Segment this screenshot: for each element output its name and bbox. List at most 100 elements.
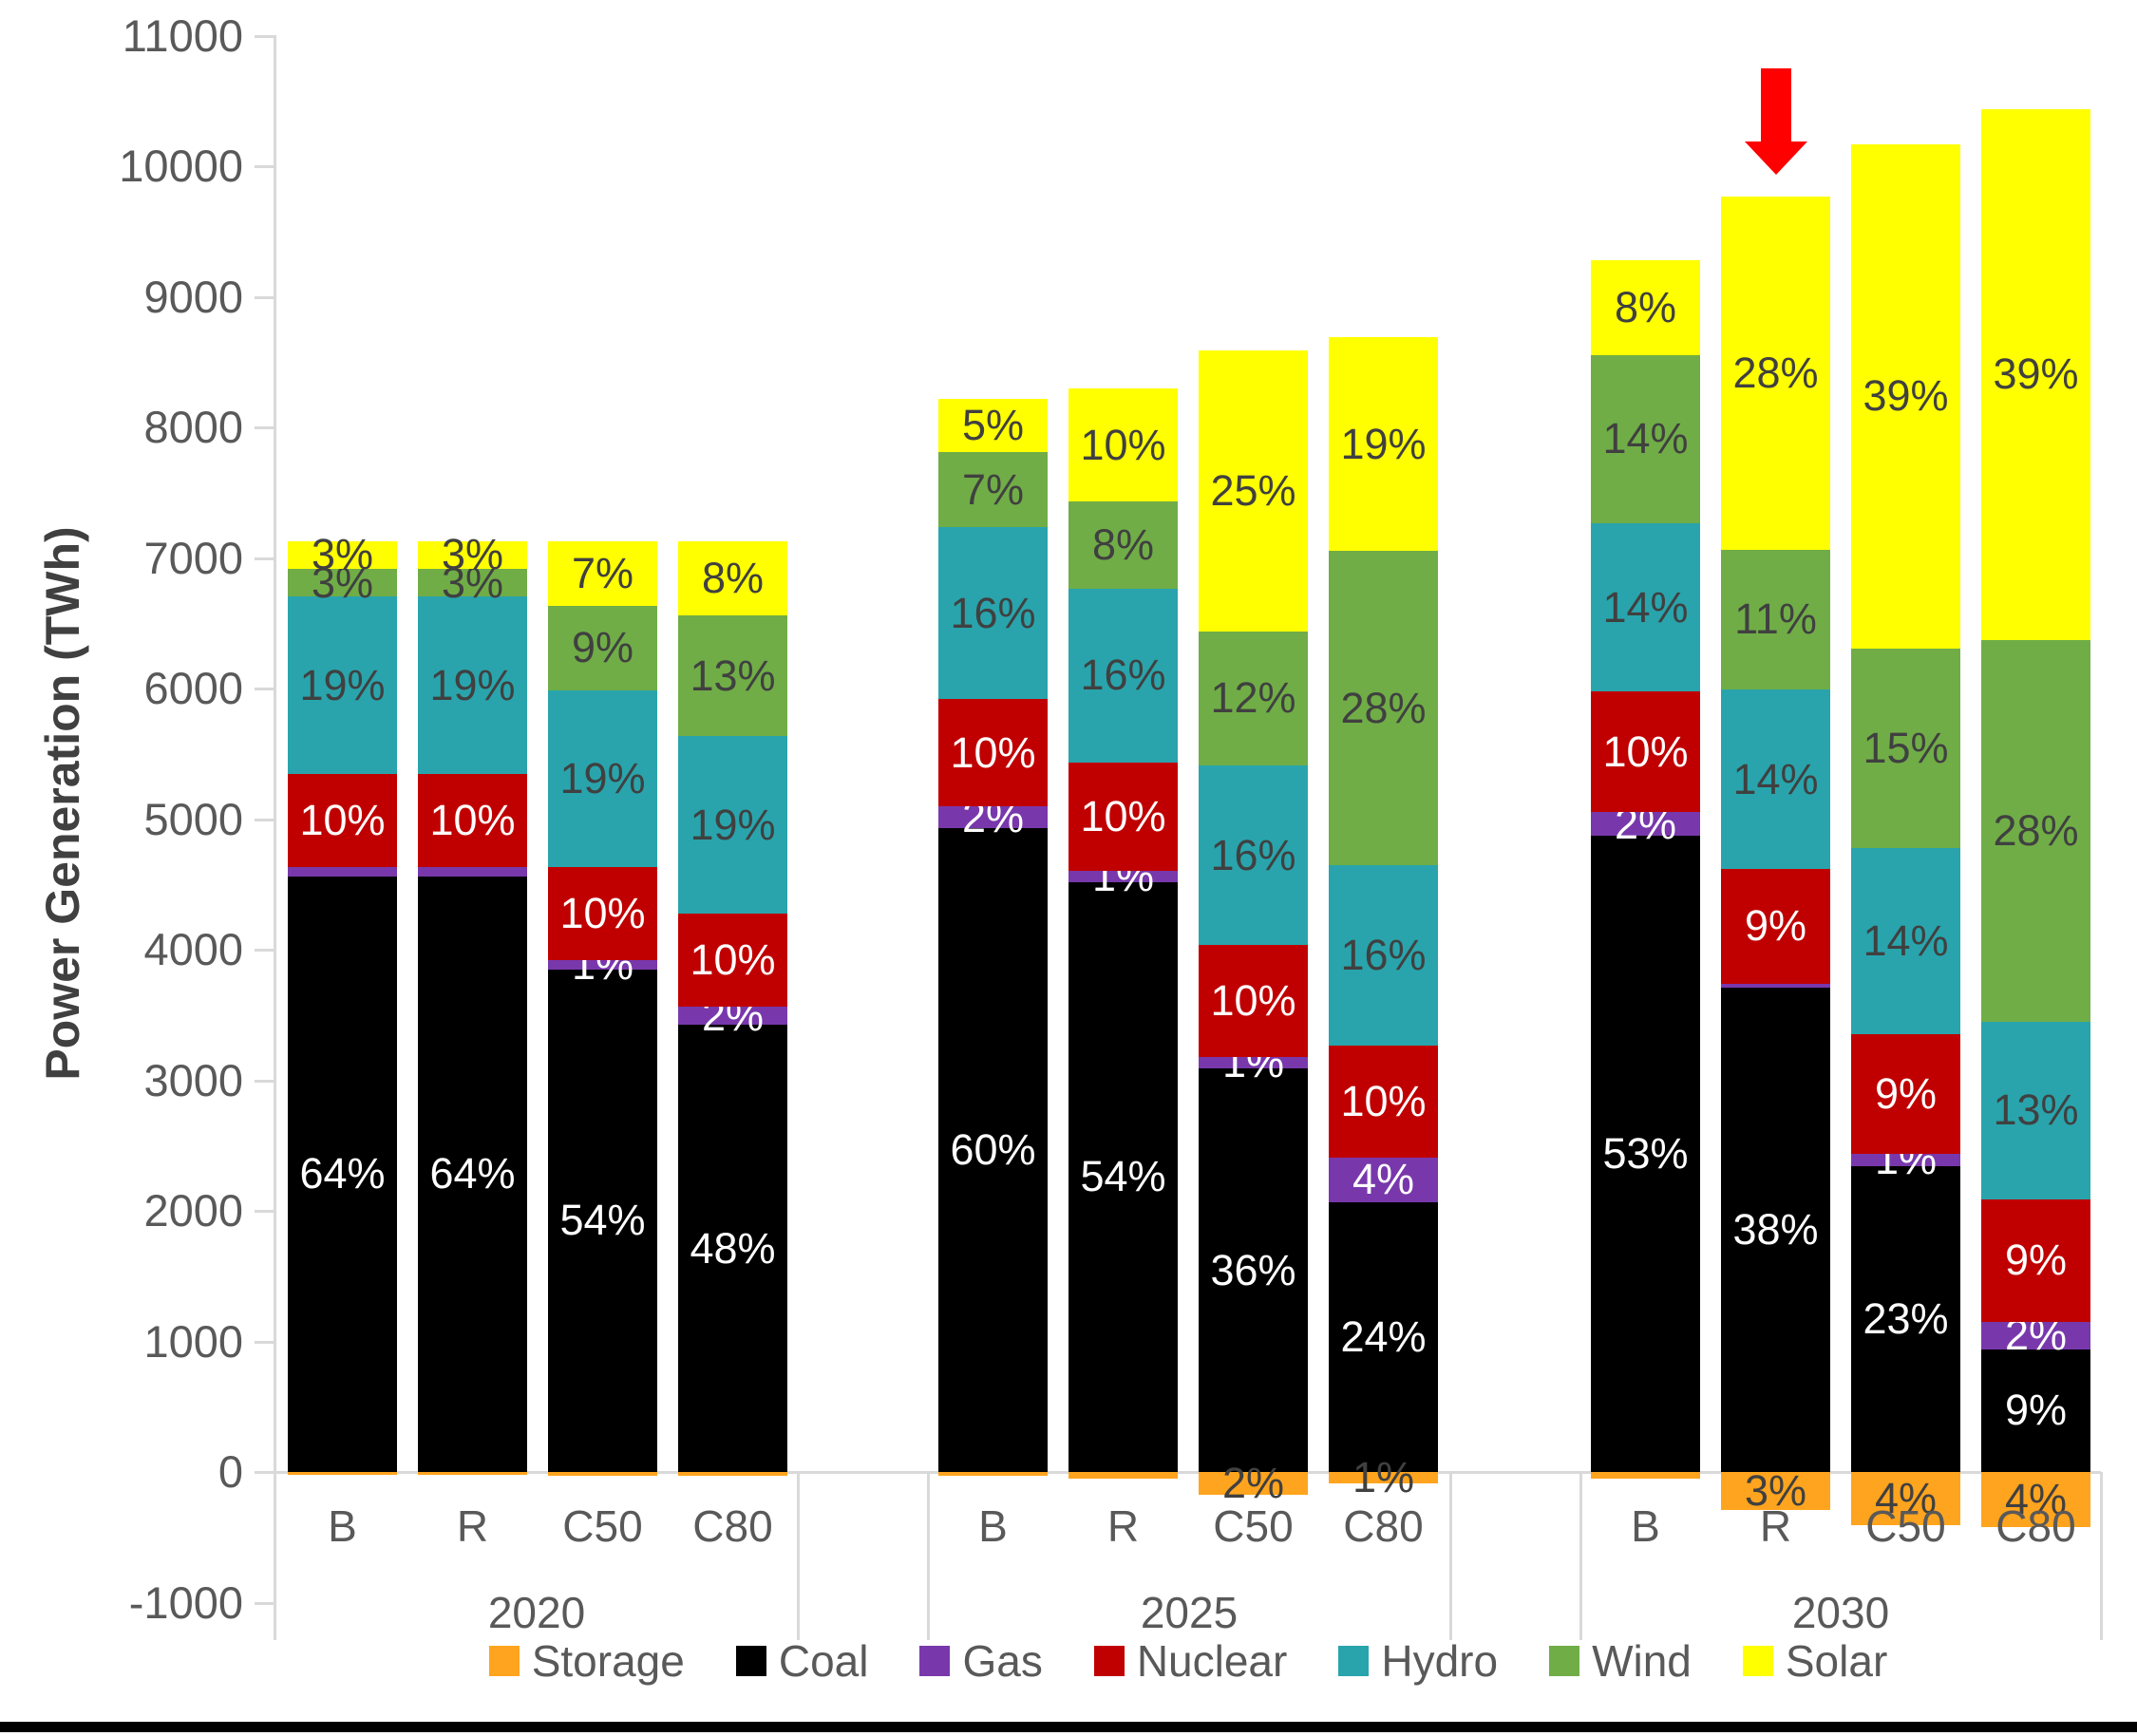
bar-segment-solar [1199, 349, 1308, 632]
bar-segment-hydro [548, 689, 657, 867]
bar-segment-gas [1068, 870, 1178, 882]
y-tick-label: 0 [217, 1446, 243, 1497]
category-label-c50: C50 [1865, 1501, 1946, 1551]
segment-label: 14% [1602, 414, 1689, 463]
bar-segment-storage [418, 1472, 527, 1476]
bar-segment-storage [1199, 1472, 1308, 1495]
bar-segment-solar [548, 540, 657, 607]
bottom-border-rule [0, 1722, 2137, 1732]
bar-segment-hydro [418, 596, 527, 774]
legend-label: Wind [1592, 1636, 1692, 1686]
segment-label: 10% [559, 888, 646, 937]
segment-label: 9% [1874, 1068, 1938, 1118]
legend-swatch-storage [488, 1646, 520, 1676]
bar-segment-coal [1329, 1202, 1438, 1472]
segment-label: 14% [1602, 582, 1689, 632]
y-tick-mark [255, 1079, 275, 1083]
segment-label: 48% [690, 1223, 776, 1273]
segment-label: 16% [1210, 830, 1296, 879]
segment-label: 10% [1080, 791, 1166, 840]
year-label-2020: 2020 [487, 1588, 586, 1637]
bar-segment-coal [1068, 881, 1178, 1472]
segment-label: 19% [690, 800, 776, 849]
segment-label: 38% [1732, 1204, 1819, 1254]
bar-segment-storage [1721, 1472, 1830, 1510]
bar-segment-gas [548, 959, 657, 970]
segment-label: 60% [950, 1124, 1036, 1174]
legend-item-storage: Storage [488, 1636, 685, 1686]
legend-item-wind: Wind [1549, 1639, 1692, 1683]
segment-label: 14% [1732, 754, 1819, 803]
y-tick-label: 7000 [143, 532, 243, 583]
bar-segment-wind [1068, 501, 1178, 589]
segment-label: 8% [1614, 282, 1677, 331]
segment-label: 28% [1993, 806, 2079, 856]
group-divider-line [1449, 1472, 1452, 1640]
segment-label: 1% [1352, 1452, 1415, 1501]
group-divider-line [797, 1472, 800, 1640]
bar-segment-gas [1199, 1057, 1308, 1069]
bar-segment-hydro [288, 596, 397, 774]
bar-segment-nuclear [418, 773, 527, 867]
y-tick-mark [255, 165, 275, 168]
y-tick-mark [255, 295, 275, 299]
bar-segment-storage [1981, 1472, 2090, 1527]
segment-label: 2% [1221, 1458, 1285, 1507]
segment-label: 5% [961, 401, 1025, 450]
bar-segment-solar [938, 398, 1048, 453]
bar-segment-coal [678, 1025, 787, 1472]
segment-label: 3% [441, 530, 504, 579]
bar-segment-nuclear [1981, 1198, 2090, 1322]
segment-label: 28% [1340, 683, 1427, 732]
category-label-c80: C80 [692, 1501, 773, 1551]
legend-label: Coal [778, 1636, 869, 1686]
bar-segment-nuclear [288, 773, 397, 867]
legend-swatch-gas [919, 1646, 951, 1676]
segment-label: 10% [1080, 420, 1166, 469]
bar-segment-coal [938, 827, 1048, 1472]
bar-segment-nuclear [678, 913, 787, 1007]
bar-segment-gas [1981, 1321, 2090, 1349]
category-label-c80: C80 [1343, 1501, 1424, 1551]
bar-segment-wind [678, 615, 787, 737]
category-label-c50: C50 [1213, 1501, 1294, 1551]
bar-segment-nuclear [938, 699, 1048, 807]
bar-segment-wind [1721, 549, 1830, 690]
y-tick-mark [255, 818, 275, 821]
segment-label: 54% [559, 1196, 646, 1245]
y-tick-label: 4000 [143, 924, 243, 974]
bar-segment-storage [548, 1472, 657, 1477]
segment-label: 16% [1080, 651, 1166, 700]
y-tick-label: 5000 [143, 793, 243, 844]
legend-item-gas: Gas [919, 1639, 1043, 1683]
bar-segment-wind [1591, 354, 1700, 524]
segment-label: 10% [299, 795, 386, 844]
segment-label: 4% [2004, 1474, 2068, 1523]
bar-segment-coal [418, 876, 527, 1472]
legend-item-solar: Solar [1742, 1639, 1887, 1683]
bar-segment-solar [1721, 196, 1830, 550]
bar-segment-wind [938, 452, 1048, 528]
legend-swatch-nuclear [1093, 1646, 1125, 1676]
segment-label: 16% [950, 588, 1036, 637]
bar-segment-gas [1851, 1153, 1960, 1167]
segment-label: 9% [2004, 1236, 2068, 1285]
segment-label: 10% [1602, 726, 1689, 776]
bar-segment-wind [418, 569, 527, 597]
segment-label: 8% [1091, 520, 1155, 570]
y-axis-line [274, 35, 276, 1640]
x-axis-zero-line [275, 1471, 2101, 1474]
legend-label: Storage [531, 1636, 685, 1686]
legend-item-hydro: Hydro [1338, 1639, 1498, 1683]
bar-segment-storage [1329, 1472, 1438, 1483]
segment-label: 4% [1874, 1473, 1938, 1522]
segment-label: 4% [1352, 1155, 1415, 1204]
bar-segment-hydro [1068, 588, 1178, 763]
legend-label: Nuclear [1136, 1636, 1288, 1686]
bar-segment-wind [1851, 649, 1960, 848]
segment-label: 25% [1210, 465, 1296, 515]
bar-segment-nuclear [1068, 762, 1178, 871]
y-tick-mark [255, 949, 275, 952]
bar-segment-gas [678, 1006, 787, 1026]
y-tick-label: 3000 [143, 1054, 243, 1105]
